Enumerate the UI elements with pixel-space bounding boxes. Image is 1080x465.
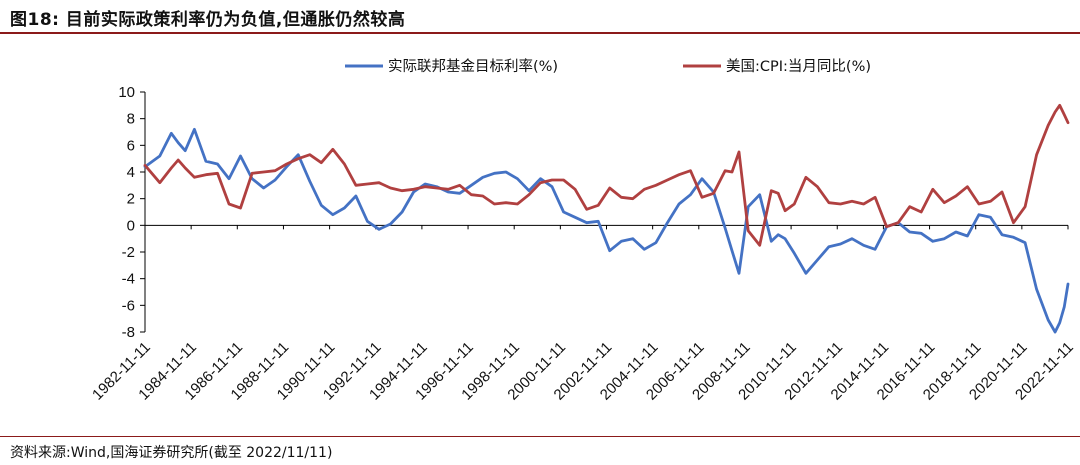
- series-line-us-cpi: [143, 103, 1070, 247]
- chart-axes: 1086420-2-4-6-81982-11-111984-11-111986-…: [89, 84, 1077, 404]
- y-tick-label: -8: [122, 324, 135, 341]
- source-note: 资料来源:Wind,国海证券研究所(截至 2022/11/11): [10, 445, 333, 461]
- line-chart: 实际联邦基金目标利率(%) 美国:CPI:当月同比(%) 10 8 6 4 2 0 -2 -4 -…: [89, 58, 1077, 404]
- title-rule: [0, 32, 1080, 34]
- legend-label: 美国:CPI:当月同比(%): [726, 58, 871, 75]
- y-tick-label: 10: [118, 84, 135, 101]
- y-tick-label: 0: [127, 217, 135, 234]
- y-tick-label: 6: [127, 137, 135, 154]
- title-bar: 图18: 目前实际政策利率仍为负值,但通胀仍然较高: [0, 0, 1080, 34]
- chart-series: [143, 103, 1070, 334]
- y-tick-label: -4: [122, 271, 135, 288]
- y-tick-label: -2: [122, 244, 135, 261]
- figure-title: 图18: 目前实际政策利率仍为负值,但通胀仍然较高: [10, 10, 406, 30]
- chart-legend: 实际联邦基金目标利率(%) 美国:CPI:当月同比(%): [345, 58, 871, 75]
- y-tick-label: 4: [127, 164, 135, 181]
- legend-label: 实际联邦基金目标利率(%): [388, 58, 558, 75]
- y-tick-label: 8: [127, 111, 135, 128]
- y-tick-label: 2: [127, 191, 135, 208]
- series-line-real-fed-funds: [143, 127, 1070, 334]
- y-tick-label: -6: [122, 297, 135, 314]
- source-rule: [0, 436, 1080, 437]
